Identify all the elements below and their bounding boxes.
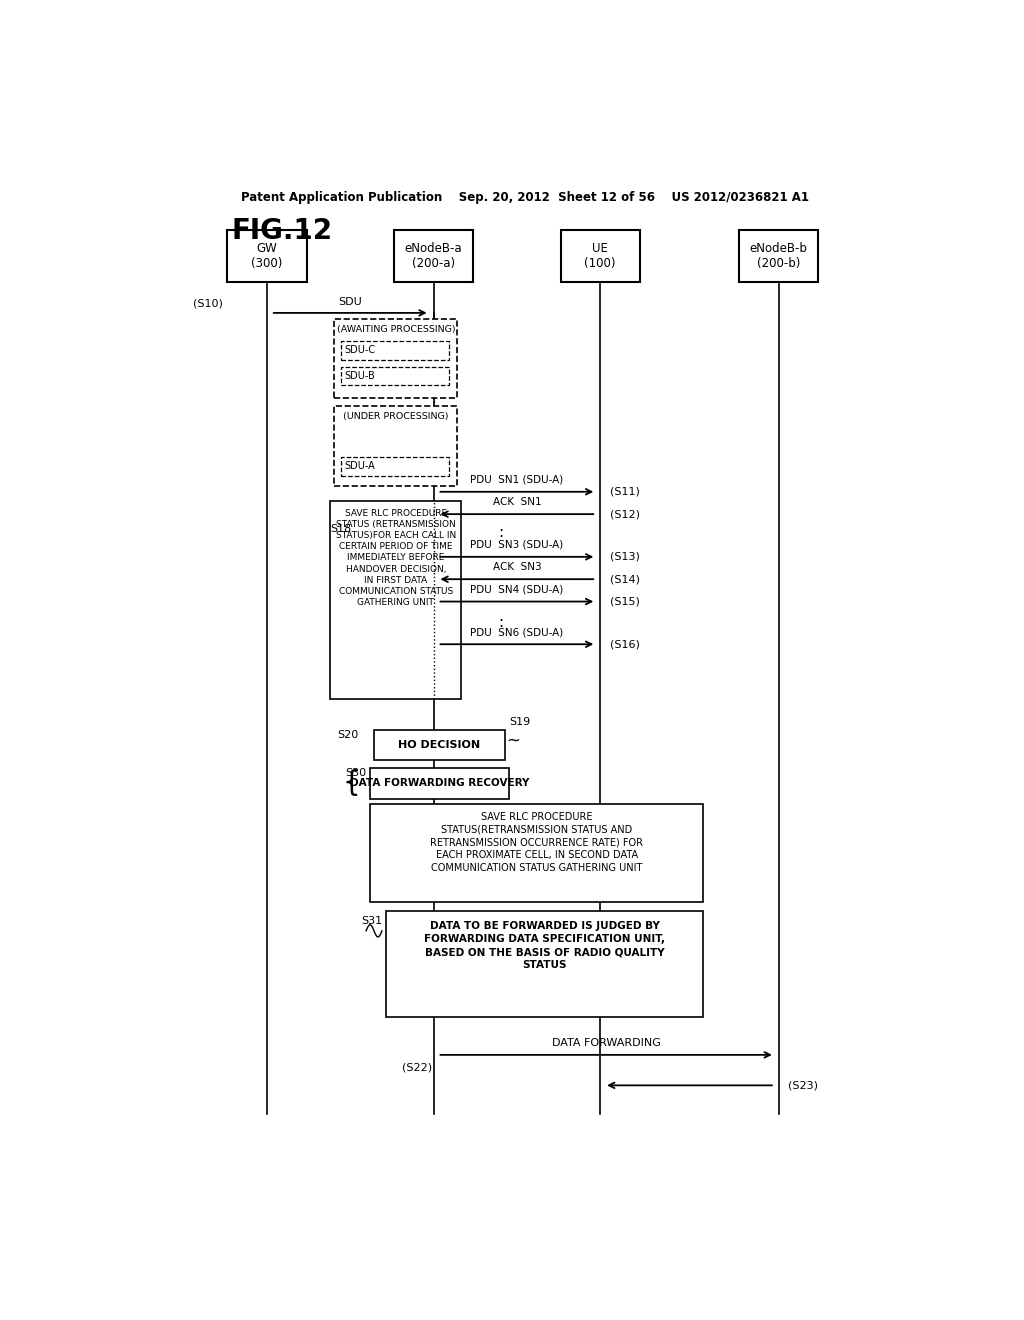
Bar: [370, 768, 509, 799]
Text: UE
(100): UE (100): [585, 242, 616, 271]
Bar: [334, 319, 458, 399]
Text: SDU: SDU: [338, 297, 362, 306]
Text: (S13): (S13): [609, 552, 640, 562]
Text: S20: S20: [337, 730, 358, 739]
Text: HO DECISION: HO DECISION: [398, 741, 480, 750]
Text: DATA FORWARDING: DATA FORWARDING: [552, 1038, 660, 1048]
Text: SAVE RLC PROCEDURE
STATUS(RETRANSMISSION STATUS AND
RETRANSMISSION OCCURRENCE RA: SAVE RLC PROCEDURE STATUS(RETRANSMISSION…: [430, 812, 643, 873]
Text: S19: S19: [509, 717, 530, 726]
Text: SAVE RLC PROCEDURE
STATUS (RETRANSMISSION
STATUS)FOR EACH CALL IN
CERTAIN PERIOD: SAVE RLC PROCEDURE STATUS (RETRANSMISSIO…: [336, 510, 456, 607]
Text: PDU  SN3 (SDU-A): PDU SN3 (SDU-A): [470, 540, 563, 549]
Bar: [341, 457, 450, 475]
Bar: [341, 342, 450, 359]
Bar: [374, 730, 505, 760]
Bar: [341, 367, 450, 385]
Text: (S11): (S11): [609, 487, 640, 496]
Text: PDU  SN1 (SDU-A): PDU SN1 (SDU-A): [470, 475, 563, 484]
Text: ACK  SN3: ACK SN3: [493, 562, 541, 572]
Text: :: :: [499, 525, 504, 540]
Text: S31: S31: [360, 916, 382, 925]
Text: ~: ~: [507, 731, 520, 750]
Text: (UNDER PROCESSING): (UNDER PROCESSING): [343, 412, 449, 421]
Text: SDU-B: SDU-B: [345, 371, 376, 381]
Text: (S15): (S15): [609, 597, 640, 607]
Text: DATA TO BE FORWARDED IS JUDGED BY
FORWARDING DATA SPECIFICATION UNIT,
BASED ON T: DATA TO BE FORWARDED IS JUDGED BY FORWAR…: [424, 921, 666, 970]
Text: GW
(300): GW (300): [251, 242, 283, 271]
Text: PDU  SN4 (SDU-A): PDU SN4 (SDU-A): [470, 585, 563, 594]
Bar: [331, 500, 462, 700]
Text: S30: S30: [345, 768, 367, 779]
Bar: [334, 407, 458, 486]
Text: (S14): (S14): [609, 574, 640, 585]
Text: DATA FORWARDING RECOVERY: DATA FORWARDING RECOVERY: [350, 779, 529, 788]
Text: ACK  SN1: ACK SN1: [493, 498, 541, 507]
Text: (S23): (S23): [788, 1080, 818, 1090]
Text: {: {: [343, 770, 360, 797]
Text: Patent Application Publication    Sep. 20, 2012  Sheet 12 of 56    US 2012/02368: Patent Application Publication Sep. 20, …: [241, 191, 809, 203]
Text: (S16): (S16): [609, 639, 640, 649]
Bar: [227, 230, 306, 282]
Text: (AWAITING PROCESSING): (AWAITING PROCESSING): [337, 325, 455, 334]
Bar: [370, 804, 703, 903]
Text: eNodeB-b
(200-b): eNodeB-b (200-b): [750, 242, 808, 271]
Bar: [386, 911, 703, 1018]
Text: PDU  SN6 (SDU-A): PDU SN6 (SDU-A): [470, 627, 563, 638]
Text: SDU-A: SDU-A: [345, 462, 376, 471]
Text: FIG.12: FIG.12: [231, 218, 333, 246]
Text: SDU-C: SDU-C: [345, 346, 376, 355]
Text: :: :: [499, 615, 504, 631]
Text: (S10): (S10): [194, 298, 223, 309]
Bar: [739, 230, 818, 282]
Bar: [560, 230, 640, 282]
Text: S18: S18: [331, 524, 351, 535]
Bar: [394, 230, 473, 282]
Text: (S22): (S22): [401, 1063, 432, 1073]
Text: eNodeB-a
(200-a): eNodeB-a (200-a): [404, 242, 463, 271]
Text: (S12): (S12): [609, 510, 640, 519]
